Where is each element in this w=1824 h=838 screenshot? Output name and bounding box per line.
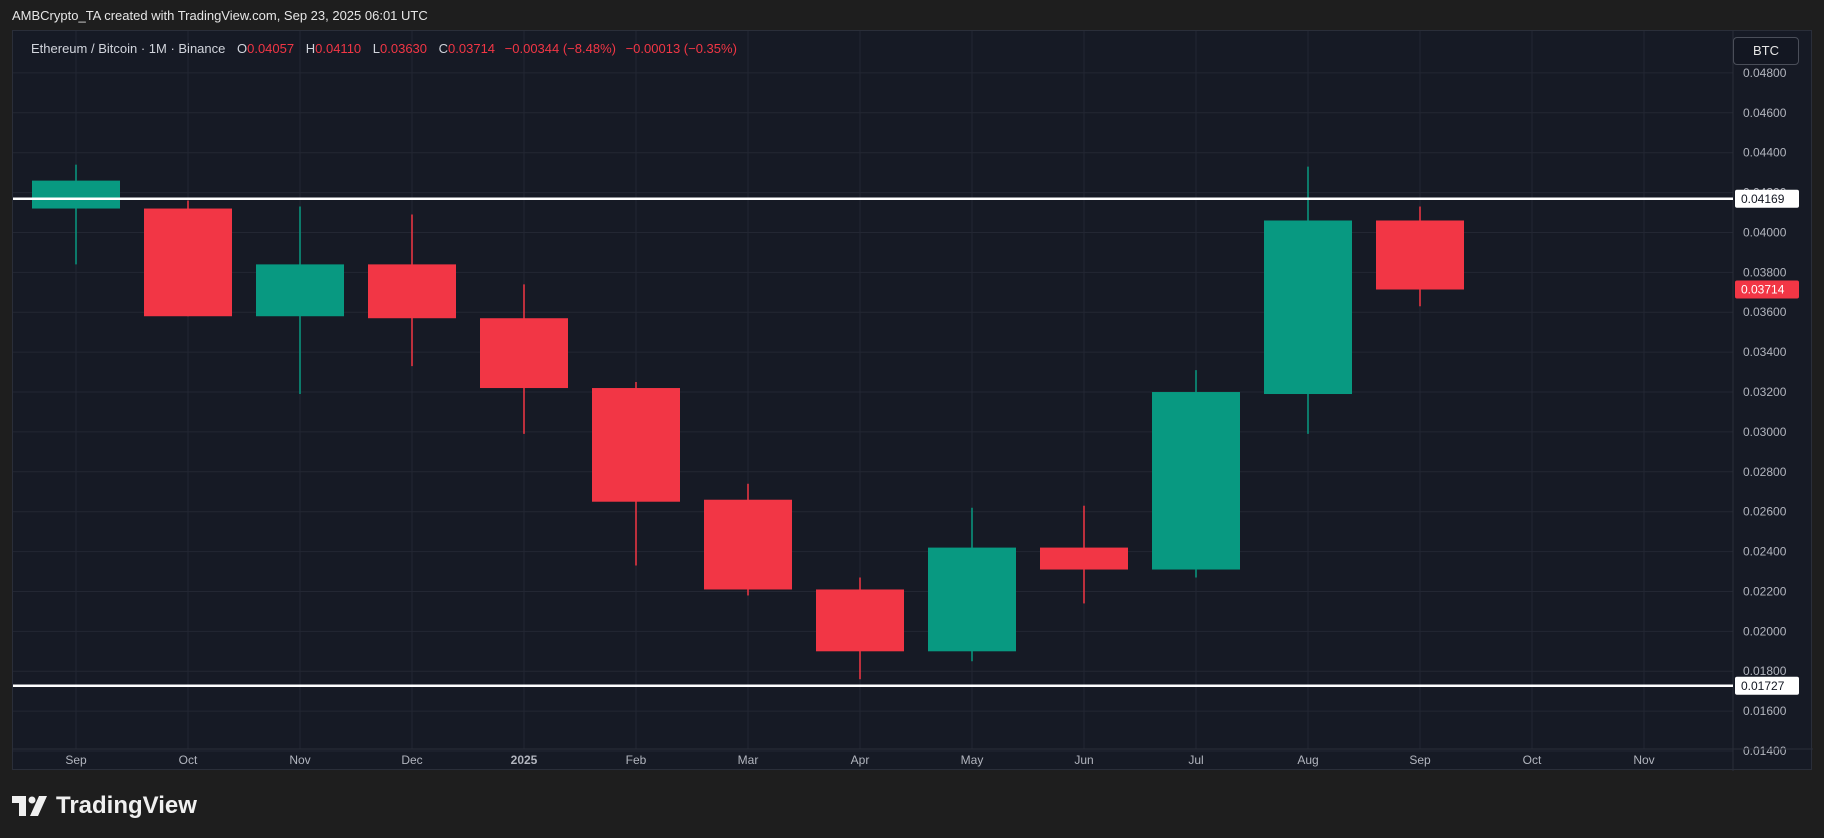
tradingview-logo-icon [12, 796, 47, 816]
x-tick-label: Aug [1297, 753, 1318, 767]
last-price-label: 0.03714 [1741, 283, 1785, 297]
high-label: H [305, 41, 316, 56]
candle-body[interactable] [256, 264, 344, 317]
y-tick-label: 0.04800 [1743, 66, 1787, 80]
x-tick-label: Nov [1633, 753, 1654, 767]
x-tick-label: Feb [626, 753, 647, 767]
change-value-2: −0.00013 (−0.35%) [625, 41, 737, 56]
chart-panel[interactable]: 0.01400 0.01600 0.01800 0.02000 0.02200 0.024… [12, 30, 1813, 771]
currency-button[interactable]: BTC [1733, 37, 1799, 65]
low-label: L [372, 41, 381, 56]
y-tick-label: 0.02600 [1743, 505, 1787, 519]
candle-body[interactable] [704, 499, 792, 590]
high-value: 0.04110 [315, 41, 362, 56]
tradingview-logo: TradingView [12, 792, 197, 820]
y-tick-label: 0.04600 [1743, 106, 1787, 120]
y-tick-label: 0.01400 [1743, 744, 1787, 758]
x-tick-label: Sep [65, 753, 87, 767]
candle-body[interactable] [1376, 220, 1464, 290]
last-price-tag [1735, 280, 1799, 299]
x-tick-label: Oct [1523, 753, 1542, 767]
level-price-tag [1735, 676, 1799, 695]
x-tick-label: Jul [1188, 753, 1203, 767]
candle-body[interactable] [928, 547, 1016, 652]
candle-body[interactable] [32, 180, 120, 209]
y-tick-label: 0.04400 [1743, 146, 1787, 160]
symbol-legend: Ethereum / Bitcoin · 1M · Binance O0.040… [31, 41, 737, 56]
x-tick-label: Dec [401, 753, 422, 767]
candlestick-chart[interactable]: 0.01400 0.01600 0.01800 0.02000 0.02200 0.024… [13, 31, 1813, 771]
candle-body[interactable] [1152, 392, 1240, 570]
attribution-text: AMBCrypto_TA created with TradingView.co… [12, 8, 428, 23]
candle-body[interactable] [1040, 547, 1128, 570]
x-tick-label: Sep [1409, 753, 1431, 767]
level-price-label: 0.04169 [1741, 192, 1785, 206]
x-tick-label: Apr [851, 753, 870, 767]
y-tick-label: 0.03400 [1743, 345, 1787, 359]
candle-body[interactable] [816, 589, 904, 652]
close-label: C [438, 41, 449, 56]
candle-body[interactable] [592, 388, 680, 502]
candle-body[interactable] [368, 264, 456, 319]
x-tick-label: Nov [289, 753, 310, 767]
candle-body[interactable] [1264, 220, 1352, 395]
y-tick-label: 0.03600 [1743, 305, 1787, 319]
symbol-name: Ethereum / Bitcoin · 1M · Binance [31, 41, 226, 56]
y-tick-label: 0.03200 [1743, 385, 1787, 399]
y-tick-label: 0.03000 [1743, 425, 1787, 439]
x-tick-label: Jun [1074, 753, 1093, 767]
y-tick-label: 0.02400 [1743, 545, 1787, 559]
y-tick-label: 0.01600 [1743, 704, 1787, 718]
logo-text: TradingView [56, 792, 197, 819]
close-value: 0.03714 [448, 41, 496, 56]
y-tick-label: 0.02200 [1743, 584, 1787, 598]
y-tick-label: 0.01800 [1743, 664, 1787, 678]
level-price-label: 0.01727 [1741, 679, 1785, 693]
x-tick-label: Mar [738, 753, 759, 767]
y-tick-label: 0.04000 [1743, 225, 1787, 239]
y-tick-label: 0.02800 [1743, 465, 1787, 479]
open-value: 0.04057 [247, 41, 295, 56]
x-tick-label: 2025 [511, 753, 538, 767]
candle-body[interactable] [480, 318, 568, 389]
y-tick-label: 0.03800 [1743, 265, 1787, 279]
low-value: 0.03630 [380, 41, 428, 56]
level-price-tag [1735, 189, 1799, 208]
y-tick-label: 0.02000 [1743, 624, 1787, 638]
x-tick-label: May [961, 753, 984, 767]
open-label: O [236, 41, 248, 56]
change-value: −0.00344 (−8.48%) [504, 41, 616, 56]
candle-body[interactable] [144, 208, 232, 317]
x-tick-label: Oct [179, 753, 198, 767]
